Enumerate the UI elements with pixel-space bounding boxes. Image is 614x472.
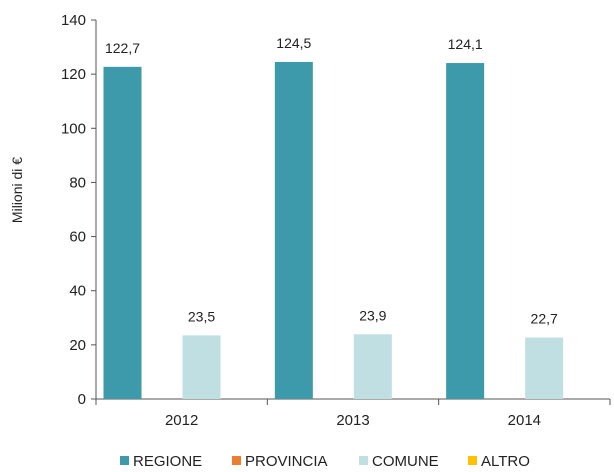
legend-label: REGIONE <box>133 453 202 470</box>
bar-comune-2013 <box>353 334 392 399</box>
x-tick-label: 2014 <box>508 412 541 429</box>
y-axis-title: Milioni di € <box>9 157 25 223</box>
x-axis: 2012 2013 2014 <box>95 398 611 429</box>
bar-regione-2013 <box>274 61 313 399</box>
legend-swatch-altro <box>468 456 477 465</box>
data-label: 124,1 <box>448 36 483 52</box>
data-label: 22,7 <box>531 311 558 327</box>
y-tick-label: 100 <box>61 120 86 137</box>
data-label: 23,9 <box>359 307 386 323</box>
y-tick-label: 0 <box>78 391 86 408</box>
y-tick-label: 40 <box>69 283 86 300</box>
legend: REGIONE PROVINCIA COMUNE ALTRO <box>120 453 530 470</box>
legend-swatch-regione <box>120 456 129 465</box>
bars <box>103 61 564 400</box>
legend-label: PROVINCIA <box>245 453 328 470</box>
legend-swatch-comune <box>359 456 368 465</box>
data-label: 124,5 <box>276 35 311 51</box>
legend-label: ALTRO <box>481 453 530 470</box>
y-tick-label: 20 <box>69 337 86 354</box>
data-labels: 122,7 23,5 124,5 23,9 124,1 22,7 <box>105 35 558 327</box>
y-tick-label: 140 <box>61 12 86 29</box>
x-tick-label: 2013 <box>336 412 369 429</box>
legend-swatch-provincia <box>232 456 241 465</box>
bar-comune-2012 <box>182 335 221 399</box>
y-tick-label: 80 <box>69 174 86 191</box>
data-label: 122,7 <box>105 40 140 56</box>
bar-regione-2014 <box>446 63 485 399</box>
data-label: 23,5 <box>188 308 215 324</box>
y-tick-label: 60 <box>69 229 86 246</box>
y-axis: 0 20 40 60 80 100 120 140 <box>61 12 97 408</box>
y-tick-label: 120 <box>61 66 86 83</box>
bar-comune-2014 <box>525 337 564 399</box>
x-tick-label: 2012 <box>165 412 198 429</box>
bar-regione-2012 <box>103 66 142 400</box>
legend-label: COMUNE <box>372 453 439 470</box>
